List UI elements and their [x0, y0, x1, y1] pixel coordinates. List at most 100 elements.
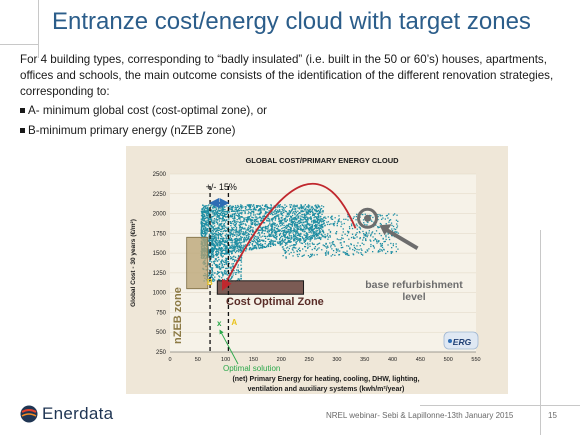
cloud-point: [254, 214, 256, 216]
cloud-point: [251, 216, 253, 218]
cloud-point: [289, 229, 291, 231]
cloud-point: [211, 268, 213, 270]
cloud-point: [249, 212, 251, 214]
cloud-point: [239, 212, 241, 214]
y-tick-label: 2500: [153, 172, 167, 178]
cloud-point: [267, 229, 269, 231]
cloud-point: [238, 237, 240, 240]
cloud-point: [289, 245, 291, 247]
cloud-point: [319, 212, 321, 214]
cloud-point: [217, 215, 219, 217]
cloud-point: [284, 234, 286, 237]
cloud-point: [213, 254, 215, 257]
cloud-point: [242, 231, 245, 233]
cloud-point: [276, 241, 279, 243]
cloud-point: [219, 267, 221, 269]
cloud-point: [207, 230, 209, 232]
cloud-point: [295, 215, 298, 217]
cloud-point: [392, 244, 394, 247]
cloud-point: [220, 214, 222, 216]
cloud-point: [281, 242, 283, 244]
cloud-point: [391, 234, 393, 237]
y-tick-label: 2250: [153, 192, 167, 198]
cloud-point: [260, 236, 262, 238]
cloud-point: [288, 213, 290, 215]
cloud-point: [212, 234, 215, 236]
cloud-point: [216, 273, 218, 275]
cloud-point: [220, 254, 223, 256]
cloud-point: [388, 221, 390, 223]
cloud-point: [211, 224, 213, 226]
cloud-point: [283, 209, 285, 211]
cloud-point: [315, 204, 317, 206]
cloud-point: [281, 211, 283, 213]
cloud-point: [226, 252, 228, 254]
cloud-point: [307, 244, 309, 246]
cloud-point: [235, 224, 237, 226]
cloud-point: [242, 221, 244, 223]
cloud-point: [201, 225, 204, 228]
cloud-point: [379, 250, 381, 252]
y-tick-label: 1000: [153, 291, 167, 297]
cloud-point: [338, 254, 341, 256]
cloud-point: [358, 249, 360, 251]
cloud-point: [281, 240, 283, 242]
cloud-point: [312, 213, 314, 215]
cloud-point: [315, 206, 317, 208]
cloud-point: [210, 232, 212, 234]
cloud-point: [365, 235, 367, 237]
base-level-label-line1: base refurbishment: [365, 279, 463, 291]
cloud-point: [305, 238, 307, 240]
cloud-point: [226, 216, 229, 218]
cloud-point: [290, 228, 292, 230]
cloud-point: [240, 264, 242, 266]
cloud-point: [300, 227, 302, 229]
cloud-point: [210, 239, 212, 241]
cloud-point: [221, 226, 223, 228]
cloud-point: [207, 224, 210, 226]
cloud-point: [244, 207, 247, 210]
cloud-point: [218, 233, 220, 235]
cloud-point: [311, 255, 313, 257]
cloud-point: [310, 234, 312, 237]
cloud-point: [241, 210, 243, 212]
cloud-point: [232, 263, 235, 265]
cloud-point: [221, 217, 224, 220]
cloud-point: [238, 272, 240, 274]
cloud-point: [218, 207, 220, 209]
cloud-point: [297, 239, 299, 241]
cloud-point: [277, 209, 279, 211]
cloud-point: [242, 246, 245, 248]
cloud-point: [255, 206, 258, 208]
cloud-point: [265, 204, 267, 206]
cloud-point: [276, 231, 278, 233]
cloud-point: [231, 229, 233, 231]
cloud-point: [289, 212, 292, 214]
cloud-point: [272, 240, 274, 242]
cloud-point: [297, 216, 299, 218]
cloud-point: [305, 239, 307, 241]
cloud-point: [259, 205, 261, 207]
cloud-point: [273, 236, 276, 239]
cloud-point: [239, 227, 241, 229]
cloud-point: [277, 205, 279, 207]
cloud-point: [299, 222, 301, 224]
cloud-point: [324, 216, 326, 218]
cloud-point: [320, 218, 322, 220]
cloud-point: [227, 261, 230, 263]
cloud-point: [294, 205, 296, 207]
cloud-point: [270, 204, 272, 206]
cloud-point: [224, 211, 226, 213]
cloud-point: [307, 246, 309, 248]
x-axis-label-line2: ventilation and auxiliary systems (kwh/m…: [248, 386, 405, 393]
cloud-point: [324, 236, 326, 238]
cloud-point: [322, 230, 324, 232]
cloud-point: [205, 233, 207, 236]
cloud-point: [317, 235, 319, 237]
cloud-point: [292, 249, 294, 251]
cloud-point: [272, 230, 274, 232]
cloud-point: [334, 217, 336, 219]
cloud-point: [261, 228, 264, 231]
cloud-point: [217, 226, 219, 229]
cloud-point: [218, 251, 220, 254]
